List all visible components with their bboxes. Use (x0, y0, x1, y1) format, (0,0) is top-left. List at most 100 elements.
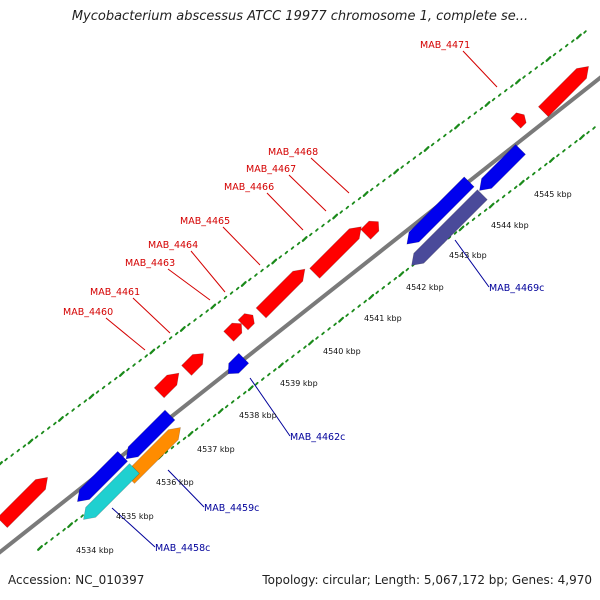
outer-tick (345, 205, 350, 210)
outer-tick (393, 168, 400, 175)
outer-tick (400, 165, 404, 169)
inner-tick (483, 208, 488, 212)
inner-tick (556, 153, 560, 158)
outer-tick (388, 174, 392, 178)
inner-tick (586, 130, 590, 135)
outer-tick (193, 318, 197, 322)
outer-tick (278, 255, 283, 259)
forward-gene-arrow (223, 322, 243, 342)
outer-tick (27, 438, 34, 445)
outer-tick (88, 393, 95, 400)
outer-tick (187, 322, 191, 327)
forward-gene-arrow (153, 372, 180, 399)
forward-leader-line (132, 297, 171, 334)
kbp-tick-label: 4541 kbp (364, 314, 402, 323)
outer-tick (95, 390, 100, 394)
outer-tick (522, 75, 526, 79)
inner-tick (242, 391, 247, 395)
forward-leader-line (190, 250, 226, 293)
forward-gene-arrow (181, 353, 204, 376)
outer-tick (454, 123, 460, 130)
outer-tick (309, 232, 313, 237)
outer-tick (575, 33, 582, 40)
cyan-gene-arrow (83, 463, 140, 520)
outer-tick (16, 448, 21, 453)
outer-tick (351, 201, 356, 205)
inner-tick (62, 527, 66, 532)
inner-tick (568, 144, 572, 149)
inner-tick (458, 225, 465, 232)
inner-tick (217, 408, 224, 414)
orange-gene-arrow (124, 427, 181, 484)
forward-gene-label: MAB_4463 (125, 258, 175, 269)
forward-leader-line (266, 192, 304, 231)
outer-tick (552, 52, 557, 57)
outer-tick (168, 336, 173, 340)
outer-tick (357, 196, 362, 201)
inner-tick (574, 139, 578, 144)
outer-tick (138, 358, 142, 363)
outer-tick (260, 268, 264, 273)
outer-tick (34, 435, 39, 439)
outer-tick (199, 313, 203, 318)
outer-tick (107, 381, 112, 385)
inner-tick (164, 450, 169, 454)
inner-tick (236, 395, 241, 400)
inner-tick (538, 167, 542, 171)
outer-tick (449, 129, 453, 133)
inner-tick (345, 313, 349, 317)
outer-tick (162, 340, 167, 345)
inner-tick (477, 212, 482, 217)
inner-tick (393, 276, 398, 281)
inner-tick (194, 427, 199, 432)
forward-gene-arrow (510, 112, 527, 129)
outer-tick (369, 187, 374, 192)
tick-marks (0, 30, 596, 551)
inner-tick (548, 157, 555, 163)
outer-tick (77, 403, 81, 408)
reverse-leader-line (167, 469, 205, 508)
outer-tick (248, 277, 252, 282)
outer-tick (53, 421, 57, 426)
forward-leader-line (288, 174, 327, 212)
outer-tick (515, 78, 521, 85)
inner-tick (200, 422, 205, 427)
reverse-gene-label: MAB_4469c (489, 283, 544, 294)
inner-tick (405, 267, 410, 272)
kbp-tick-label: 4539 kbp (280, 379, 318, 388)
map-title: Mycobacterium abscessus ATCC 19977 chrom… (71, 9, 529, 24)
forward-gene-label: MAB_4460 (63, 307, 113, 318)
forward-leader-line (105, 317, 146, 351)
inner-tick (261, 377, 265, 381)
outer-tick (418, 151, 423, 156)
forward-gene-arrow (537, 66, 589, 118)
forward-leader-line (167, 268, 211, 301)
outer-tick (0, 461, 3, 466)
forward-leader-line (462, 50, 498, 88)
inner-tick (230, 400, 235, 404)
inner-tick (273, 368, 277, 372)
outer-tick (144, 354, 148, 358)
outer-tick (443, 133, 447, 138)
outer-tick (229, 291, 234, 295)
forward-gene-arrow (360, 220, 380, 240)
outer-tick (412, 156, 417, 160)
inner-tick (501, 194, 506, 199)
inner-tick (507, 190, 512, 194)
inner-tick (321, 331, 325, 336)
reverse-gene-arrow (406, 176, 475, 245)
outer-tick (240, 281, 247, 287)
inner-tick (212, 413, 217, 418)
forward-gene-label: MAB_4466 (224, 182, 274, 193)
inner-tick (465, 222, 470, 226)
outer-tick (223, 295, 228, 300)
outer-tick (362, 191, 369, 197)
forward-gene-label: MAB_4461 (90, 287, 140, 298)
reverse-gene-label: MAB_4462c (290, 432, 345, 443)
outer-tick (101, 385, 106, 390)
inner-tick (513, 185, 518, 190)
outer-tick (473, 111, 478, 115)
inner-tick (308, 339, 314, 346)
outer-tick (491, 97, 496, 102)
